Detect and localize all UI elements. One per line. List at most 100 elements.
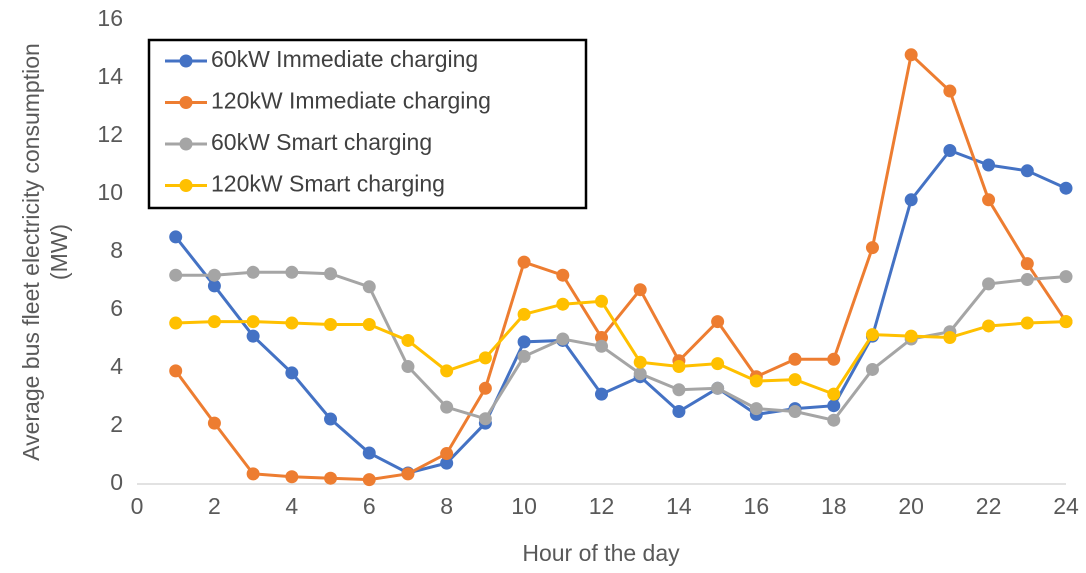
- data-point: [1059, 181, 1073, 195]
- data-point: [595, 294, 608, 308]
- y-tick-label: 12: [97, 121, 123, 147]
- data-point: [982, 158, 996, 172]
- legend-label: 60kW Smart charging: [211, 129, 432, 155]
- data-point: [207, 416, 221, 430]
- data-point: [556, 268, 570, 282]
- legend-label: 120kW Smart charging: [211, 171, 445, 197]
- data-point: [865, 328, 879, 342]
- data-point: [982, 277, 996, 291]
- data-point: [440, 447, 454, 461]
- data-point: [788, 405, 802, 418]
- y-tick-label: 14: [97, 63, 123, 89]
- data-point: [285, 316, 299, 330]
- data-point: [324, 267, 338, 281]
- data-point: [827, 399, 841, 413]
- data-point: [556, 332, 570, 346]
- data-point: [324, 318, 338, 331]
- data-point: [517, 307, 531, 321]
- data-point: [1020, 257, 1034, 271]
- data-point: [749, 402, 763, 416]
- data-point: [517, 349, 531, 363]
- data-point: [285, 366, 299, 380]
- x-tick-label: 16: [744, 493, 770, 519]
- data-point: [827, 387, 841, 401]
- data-point: [207, 279, 221, 293]
- data-point: [595, 339, 608, 353]
- data-point: [169, 230, 183, 244]
- data-point: [169, 364, 183, 378]
- data-point: [1020, 316, 1034, 330]
- data-point: [904, 48, 918, 62]
- x-tick-label: 22: [976, 493, 1002, 519]
- data-point: [982, 319, 996, 333]
- data-point: [788, 352, 802, 366]
- series-line: [175, 270, 1067, 422]
- data-point: [1020, 273, 1034, 287]
- data-point: [246, 467, 260, 481]
- x-tick-label: 8: [440, 493, 453, 519]
- data-point: [1020, 164, 1034, 178]
- data-point: [401, 467, 415, 481]
- data-point: [943, 331, 957, 345]
- data-point: [943, 84, 957, 98]
- data-point: [401, 333, 415, 347]
- y-tick-label: 8: [110, 237, 123, 263]
- data-point: [478, 381, 492, 395]
- data-point: [517, 255, 531, 269]
- legend-swatch-marker: [179, 54, 193, 68]
- data-point: [672, 383, 686, 397]
- y-tick-label: 16: [97, 5, 123, 31]
- data-point: [478, 351, 492, 365]
- data-point: [711, 315, 725, 329]
- data-point: [440, 456, 454, 470]
- data-point: [633, 355, 647, 369]
- data-point: [711, 381, 725, 395]
- data-point: [169, 268, 183, 282]
- data-point: [324, 471, 338, 485]
- data-point: [827, 413, 841, 427]
- legend-label: 120kW Immediate charging: [211, 88, 491, 114]
- data-point: [285, 470, 299, 484]
- data-point: [246, 315, 260, 329]
- legend-swatch-marker: [179, 96, 193, 109]
- data-point: [401, 360, 415, 374]
- legend-box: [147, 38, 588, 210]
- x-tick-label: 18: [821, 493, 847, 519]
- data-point: [943, 144, 957, 157]
- data-point: [1059, 315, 1073, 329]
- data-point: [440, 400, 454, 414]
- data-point: [362, 446, 376, 460]
- data-point: [324, 412, 338, 426]
- y-tick-label: 4: [110, 353, 123, 379]
- x-tick-label: 0: [131, 493, 144, 519]
- data-point: [478, 412, 492, 426]
- x-tick-label: 6: [363, 493, 376, 519]
- data-point: [362, 318, 376, 331]
- data-point: [1059, 270, 1073, 284]
- data-point: [207, 268, 221, 282]
- data-point: [169, 316, 183, 330]
- data-point: [517, 335, 531, 349]
- data-point: [207, 315, 221, 329]
- data-point: [246, 329, 260, 343]
- data-point: [362, 473, 376, 487]
- data-point: [749, 374, 763, 388]
- y-axis-label: Average bus fleet electricity consumptio…: [18, 43, 72, 461]
- data-point: [246, 265, 260, 279]
- data-point: [633, 367, 647, 381]
- data-point: [672, 405, 686, 418]
- x-tick-label: 24: [1053, 493, 1079, 519]
- data-point: [556, 297, 570, 311]
- y-tick-label: 0: [110, 469, 123, 495]
- data-point: [595, 387, 608, 401]
- legend-label: 60kW Immediate charging: [211, 46, 478, 72]
- x-tick-label: 10: [511, 493, 537, 519]
- data-point: [362, 280, 376, 294]
- data-point: [633, 283, 647, 297]
- legend-swatch-marker: [179, 137, 193, 151]
- data-point: [285, 265, 299, 279]
- data-point: [904, 193, 918, 207]
- series-line: [174, 148, 1067, 475]
- legend-swatch-marker: [179, 179, 193, 192]
